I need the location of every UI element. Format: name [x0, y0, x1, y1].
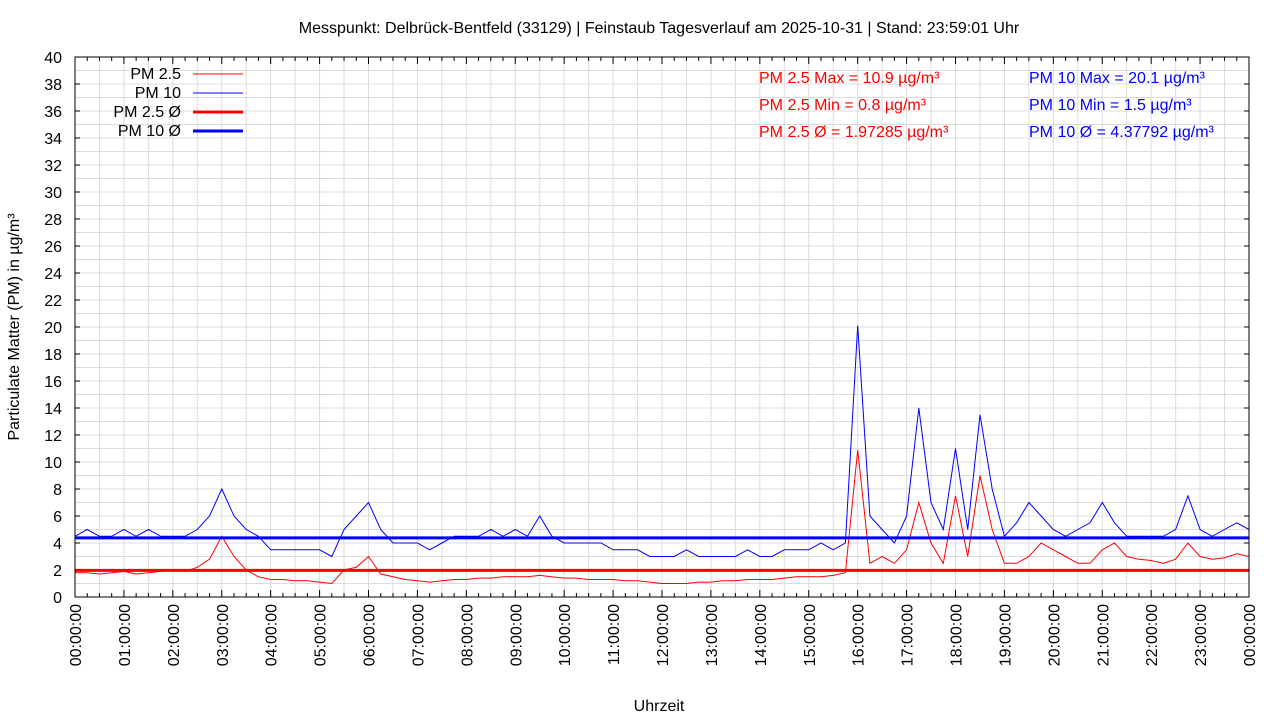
y-tick-label: 8 — [53, 482, 62, 499]
pm10-stat: PM 10 Ø = 4.37792 µg/m³ — [1029, 124, 1215, 141]
legend-label: PM 10 Ø — [118, 123, 181, 140]
x-tick-label: 07:00:00 — [410, 604, 427, 666]
legend-label: PM 2.5 — [130, 66, 181, 83]
x-tick-label: 22:00:00 — [1144, 604, 1161, 666]
y-tick-label: 30 — [44, 185, 62, 202]
chart-title: Messpunkt: Delbrück-Bentfeld (33129) | F… — [299, 20, 1020, 37]
annotations: PM 2.5 Max = 10.9 µg/m³ PM 2.5 Min = 0.8 … — [759, 70, 1215, 141]
x-axis-label: Uhrzeit — [634, 698, 685, 715]
y-tick-label: 0 — [53, 590, 62, 607]
x-tick-label: 17:00:00 — [900, 604, 917, 666]
y-tick-label: 10 — [44, 455, 62, 472]
legend: PM 2.5 PM 10 PM 2.5 Ø PM 10 Ø — [113, 66, 243, 140]
y-tick-label: 14 — [44, 401, 62, 418]
y-tick-label: 40 — [44, 50, 62, 67]
x-tick-label: 01:00:00 — [117, 604, 134, 666]
pm10-stat: PM 10 Max = 20.1 µg/m³ — [1029, 70, 1206, 87]
x-tick-label: 16:00:00 — [851, 604, 868, 666]
x-tick-label: 10:00:00 — [557, 604, 574, 666]
x-tick-label: 08:00:00 — [459, 604, 476, 666]
legend-label: PM 2.5 Ø — [113, 104, 181, 121]
y-tick-label: 26 — [44, 239, 62, 256]
y-tick-label: 16 — [44, 374, 62, 391]
y-tick-label: 4 — [53, 536, 62, 553]
x-tick-label: 00:00:00 — [68, 604, 85, 666]
x-tick-label: 23:00:00 — [1193, 604, 1210, 666]
pm25-stat: PM 2.5 Max = 10.9 µg/m³ — [759, 70, 940, 87]
x-tick-label: 06:00:00 — [362, 604, 379, 666]
x-tick-label: 11:00:00 — [606, 604, 623, 665]
y-axis-label: Particulate Matter (PM) in µg/m³ — [6, 213, 23, 441]
y-tick-label: 18 — [44, 347, 62, 364]
y-tick-label: 6 — [53, 509, 62, 526]
y-tick-label: 20 — [44, 320, 62, 337]
x-tick-label: 03:00:00 — [215, 604, 232, 666]
pm25-stat: PM 2.5 Ø = 1.97285 µg/m³ — [759, 124, 949, 141]
x-tick-label: 12:00:00 — [655, 604, 672, 666]
pm10-stat: PM 10 Min = 1.5 µg/m³ — [1029, 97, 1192, 114]
y-tick-label: 34 — [44, 131, 62, 148]
x-tick-label: 19:00:00 — [997, 604, 1014, 666]
y-tick-label: 22 — [44, 293, 62, 310]
y-tick-label: 38 — [44, 77, 62, 94]
y-tick-label: 28 — [44, 212, 62, 229]
grid — [75, 57, 1249, 597]
pm25-stat: PM 2.5 Min = 0.8 µg/m³ — [759, 97, 927, 114]
series-layer — [74, 325, 1250, 585]
x-tick-label: 09:00:00 — [508, 604, 525, 666]
y-tick-label: 32 — [44, 158, 62, 175]
x-tick-label: 15:00:00 — [802, 604, 819, 666]
x-tick-label: 05:00:00 — [313, 604, 330, 666]
plot-frame — [74, 56, 1250, 598]
legend-label: PM 10 — [135, 85, 181, 102]
y-tick-label: 12 — [44, 428, 62, 445]
x-tick-label: 20:00:00 — [1046, 604, 1063, 666]
axes: 024681012141618202224262830323436384000:… — [44, 50, 1259, 666]
pm25-line — [75, 449, 1250, 585]
x-tick-label: 18:00:00 — [949, 604, 966, 666]
x-tick-label: 02:00:00 — [166, 604, 183, 666]
y-tick-label: 2 — [53, 563, 62, 580]
x-tick-label: 14:00:00 — [753, 604, 770, 666]
x-tick-label: 21:00:00 — [1095, 604, 1112, 666]
y-tick-label: 24 — [44, 266, 62, 283]
x-tick-label: 04:00:00 — [264, 604, 281, 666]
y-tick-label: 36 — [44, 104, 62, 121]
x-tick-label: 13:00:00 — [704, 604, 721, 666]
pm10-line — [74, 325, 1250, 558]
x-tick-label: 00:00:00 — [1242, 604, 1259, 666]
